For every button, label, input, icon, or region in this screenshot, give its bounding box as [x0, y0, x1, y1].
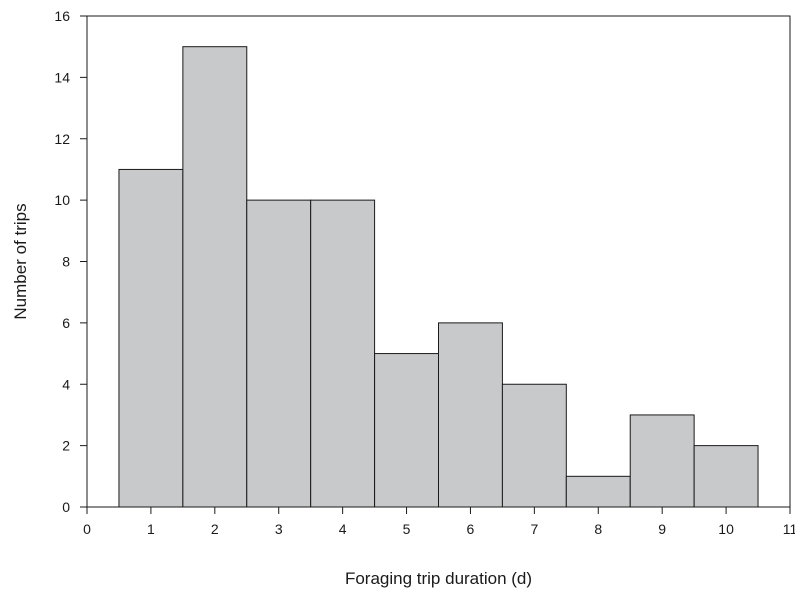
x-tick-label: 3 [275, 521, 283, 537]
x-tick-label: 6 [467, 521, 475, 537]
y-tick-label: 4 [62, 376, 70, 392]
x-tick-label: 9 [658, 521, 666, 537]
histogram-bar [565, 475, 631, 508]
histogram-bar [182, 46, 248, 508]
histogram-bar [693, 445, 759, 508]
histogram-bar [246, 199, 312, 508]
histogram-bar [629, 414, 695, 508]
x-axis-label: Foraging trip duration (d) [345, 569, 532, 588]
y-axis-label: Number of trips [11, 203, 30, 319]
y-tick-label: 2 [62, 438, 70, 454]
y-tick-label: 6 [62, 315, 70, 331]
x-tick-label: 4 [339, 521, 347, 537]
x-tick-label: 7 [530, 521, 538, 537]
x-axis-ticks: 0 1 2 3 4 5 6 7 8 9 10 11 [83, 507, 795, 537]
histogram-bar [374, 353, 440, 508]
y-tick-label: 14 [54, 69, 70, 85]
y-tick-label: 16 [54, 8, 70, 24]
x-tick-label: 5 [403, 521, 411, 537]
y-tick-label: 8 [62, 254, 70, 270]
x-tick-label: 1 [147, 521, 155, 537]
y-axis-ticks: 0 2 4 6 8 10 12 14 16 [54, 8, 87, 515]
y-tick-label: 0 [62, 499, 70, 515]
histogram-bar [310, 199, 376, 508]
y-tick-label: 10 [54, 192, 70, 208]
histogram-bar [438, 322, 503, 508]
x-tick-label: 11 [783, 521, 795, 537]
histogram-bar [118, 168, 184, 508]
histogram-bar [501, 383, 567, 508]
bars-group [118, 46, 759, 508]
x-tick-label: 8 [594, 521, 602, 537]
x-tick-label: 10 [718, 521, 734, 537]
x-tick-label: 0 [83, 521, 91, 537]
y-tick-label: 12 [54, 131, 70, 147]
x-tick-label: 2 [211, 521, 219, 537]
